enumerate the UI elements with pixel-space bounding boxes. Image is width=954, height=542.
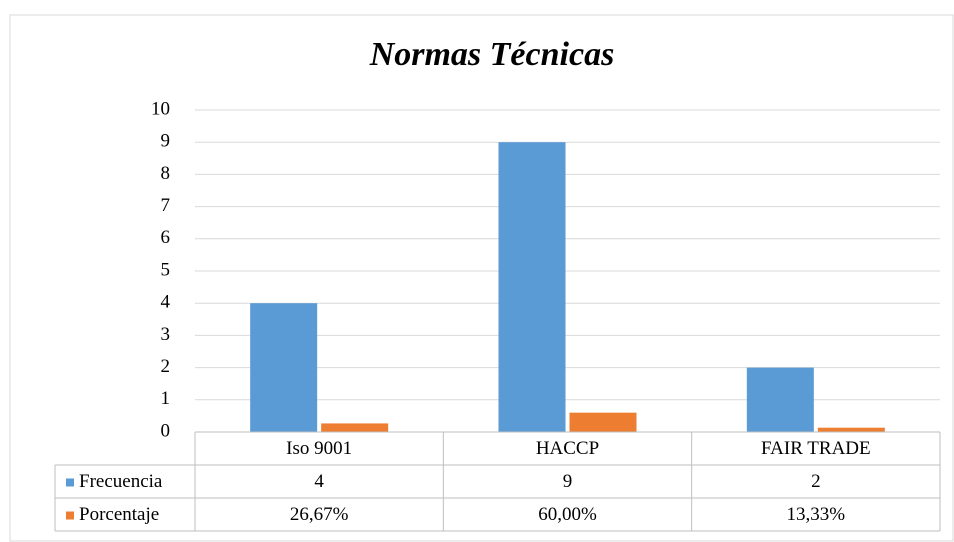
chart-frame bbox=[9, 14, 954, 542]
y-tick-label: 7 bbox=[161, 195, 171, 216]
table-cell: 4 bbox=[314, 471, 324, 492]
x-tick-label: Iso 9001 bbox=[286, 438, 352, 459]
bar bbox=[746, 367, 814, 432]
table-cell: 13,33% bbox=[787, 504, 846, 525]
y-tick-label: 5 bbox=[161, 259, 171, 280]
bar bbox=[498, 142, 566, 432]
y-tick-label: 8 bbox=[161, 163, 171, 184]
y-tick-label: 4 bbox=[161, 292, 171, 313]
y-tick-label: 6 bbox=[161, 227, 171, 248]
y-tick-label: 2 bbox=[161, 356, 171, 377]
y-tick-label: 3 bbox=[161, 324, 171, 345]
bar bbox=[321, 423, 389, 432]
legend-label: Frecuencia bbox=[79, 471, 163, 492]
y-tick-label: 9 bbox=[161, 131, 171, 152]
bar bbox=[817, 427, 885, 432]
chart-title: Normas Técnicas bbox=[369, 36, 615, 73]
legend-swatch bbox=[66, 478, 74, 487]
table-cell: 26,67% bbox=[290, 504, 349, 525]
y-tick-label: 10 bbox=[151, 98, 170, 119]
x-tick-label: HACCP bbox=[536, 438, 599, 459]
bar bbox=[250, 303, 318, 432]
legend-label: Porcentaje bbox=[79, 504, 159, 525]
table-cell: 2 bbox=[811, 471, 821, 492]
y-tick-label: 0 bbox=[161, 420, 171, 441]
legend-swatch bbox=[66, 511, 74, 520]
table-cell: 9 bbox=[563, 471, 573, 492]
y-tick-label: 1 bbox=[161, 388, 171, 409]
table-cell: 60,00% bbox=[538, 504, 597, 525]
x-tick-label: FAIR TRADE bbox=[761, 438, 871, 459]
bar bbox=[569, 412, 637, 432]
